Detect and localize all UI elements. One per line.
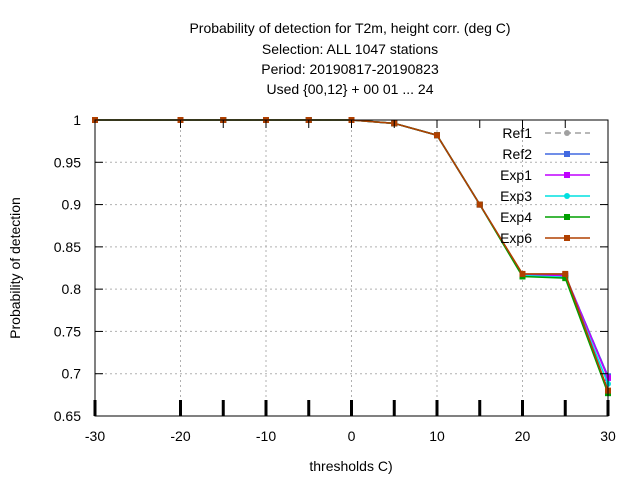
y-tick-label: 1: [73, 112, 81, 128]
point-marker: [564, 151, 570, 157]
y-tick-label: 0.7: [62, 366, 82, 382]
y-tick-label: 0.95: [54, 154, 81, 170]
grid: [95, 119, 608, 416]
point-marker: [564, 172, 570, 178]
point-marker: [434, 132, 440, 139]
x-tick-label: 10: [429, 428, 445, 444]
legend-label: Exp6: [500, 230, 532, 246]
legend-label: Ref2: [502, 146, 532, 162]
legend: Ref1 Ref2 Exp1 Exp3 Exp4 Exp6: [500, 125, 590, 246]
point-marker: [564, 193, 570, 199]
y-axis-label: Probability of detection: [7, 197, 23, 339]
legend-label: Exp1: [500, 167, 532, 183]
y-tick-label: 0.65: [54, 408, 81, 424]
point-marker: [562, 270, 569, 277]
point-marker: [564, 235, 570, 241]
point-marker: [564, 130, 570, 136]
point-marker: [519, 270, 526, 277]
point-marker: [564, 214, 570, 220]
x-axis-label: thresholds C): [309, 458, 392, 474]
y-tick-label: 0.75: [54, 323, 81, 339]
x-tick-label: 30: [600, 428, 616, 444]
point-marker: [562, 275, 569, 282]
chart-title-line-4: Used {00,12} + 00 01 ... 24: [266, 81, 434, 97]
legend-label: Ref1: [502, 125, 532, 141]
point-marker: [476, 201, 483, 208]
x-tick-label: 20: [515, 428, 531, 444]
chart-title-line-2: Selection: ALL 1047 stations: [261, 41, 439, 57]
chart-title-line-1: Probability of detection for T2m, height…: [189, 20, 511, 36]
x-tick-label: 0: [348, 428, 356, 444]
x-tick-label: -30: [85, 428, 105, 444]
axes: 0.65 0.7 0.75 0.8 0.85 0.9 0.95 1 -30 -20 -10 0 10 20…: [54, 112, 616, 444]
x-tick-label: -20: [170, 428, 190, 444]
y-tick-label: 0.8: [62, 281, 82, 297]
y-tick-label: 0.9: [62, 197, 82, 213]
legend-label: Exp4: [500, 209, 532, 225]
x-tick-label: -10: [256, 428, 276, 444]
legend-label: Exp3: [500, 188, 532, 204]
chart-title-line-3: Period: 20190817-20190823: [261, 61, 439, 77]
y-tick-label: 0.85: [54, 239, 81, 255]
plot-frame: [94, 119, 609, 417]
